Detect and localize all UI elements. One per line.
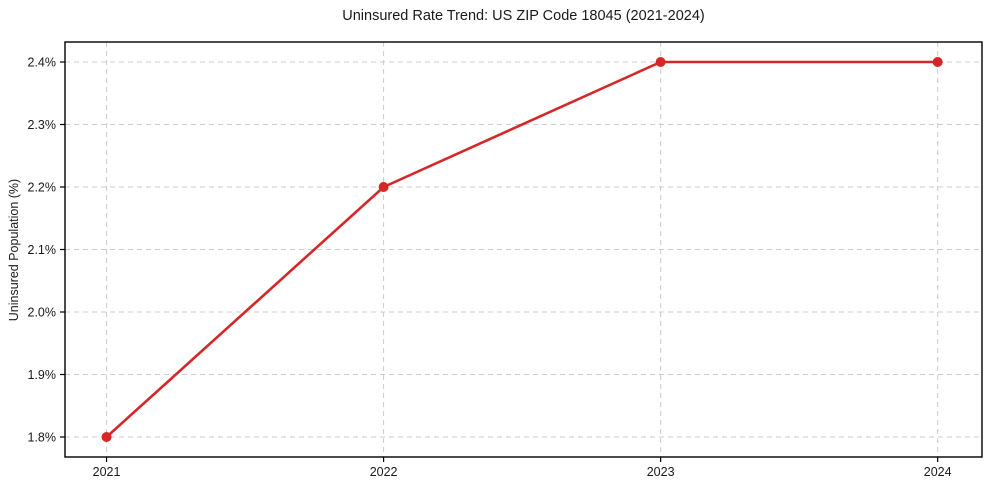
trend-line bbox=[105, 60, 939, 439]
x-tick-label: 2022 bbox=[370, 465, 398, 479]
data-point-marker bbox=[655, 57, 666, 67]
y-tick-label: 2.1% bbox=[28, 243, 57, 257]
data-point-marker bbox=[932, 57, 943, 67]
y-tick-label: 2.0% bbox=[28, 306, 57, 320]
y-tick-label: 1.8% bbox=[28, 431, 57, 445]
y-tick-label: 2.2% bbox=[28, 181, 57, 195]
y-tick-label: 2.4% bbox=[28, 56, 57, 70]
x-tick-label: 2021 bbox=[93, 465, 121, 479]
x-tick-label: 2023 bbox=[647, 465, 675, 479]
x-tick-label: 2024 bbox=[924, 465, 952, 479]
data-point-marker bbox=[378, 182, 389, 192]
data-point-marker bbox=[101, 432, 112, 442]
y-axis-label: Uninsured Population (%) bbox=[7, 178, 21, 322]
chart-title: Uninsured Rate Trend: US ZIP Code 18045 … bbox=[342, 8, 705, 24]
y-tick-label: 2.3% bbox=[28, 118, 57, 132]
y-tick-label: 1.9% bbox=[28, 368, 57, 382]
